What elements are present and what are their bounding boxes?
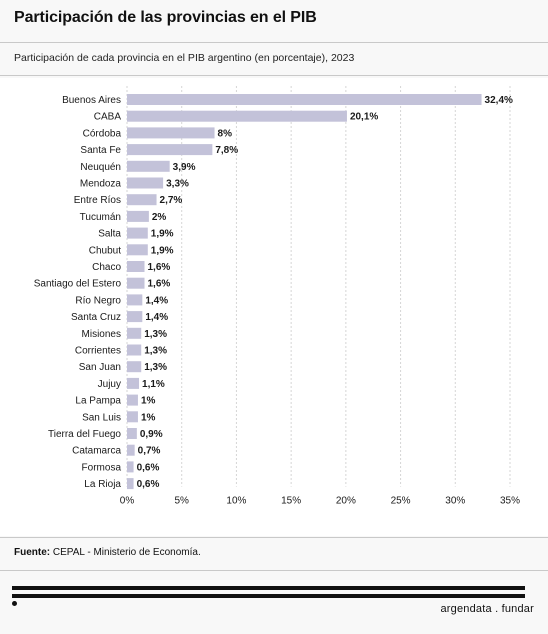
value-label: 1%	[141, 396, 156, 407]
bar	[127, 210, 149, 222]
source-text: CEPAL - Ministerio de Economía.	[52, 547, 201, 558]
value-label: 1,1%	[142, 379, 165, 390]
bar-chart: 0% 5% 10% 15% 20% 25% 30% 35% Buenos Aires 32,4% C…	[34, 86, 520, 507]
brand-stripe	[12, 586, 525, 590]
divider	[0, 570, 548, 571]
x-tick-label: 35%	[500, 496, 520, 507]
value-label: 1,3%	[144, 362, 167, 373]
category-label: San Luis	[82, 412, 121, 423]
category-label: Salta	[98, 229, 121, 240]
category-label: Jujuy	[98, 379, 121, 390]
value-label: 0,6%	[137, 462, 160, 473]
chart-subtitle: Participación de cada provincia en el PI…	[14, 52, 355, 64]
category-label: San Juan	[79, 362, 121, 373]
value-label: 7,8%	[215, 145, 238, 156]
bar	[127, 294, 143, 306]
category-label: Formosa	[82, 462, 122, 473]
x-tick-label: 5%	[174, 496, 189, 507]
value-label: 1,3%	[144, 346, 167, 357]
x-tick-label: 10%	[226, 496, 246, 507]
bar	[127, 277, 145, 289]
category-label: Tierra del Fuego	[48, 429, 121, 440]
bar	[127, 361, 142, 373]
bar	[127, 144, 213, 156]
brand-stripe	[12, 594, 525, 598]
value-label: 1,9%	[151, 229, 174, 240]
brand-logo: argendata . fundar	[440, 603, 534, 615]
category-label: Río Negro	[75, 295, 121, 306]
bar	[127, 394, 138, 406]
category-label: La Rioja	[84, 479, 121, 490]
bar	[127, 478, 134, 490]
bar	[127, 428, 137, 439]
category-label: Chaco	[92, 262, 121, 273]
bar	[127, 177, 164, 189]
category-label: Tucumán	[80, 212, 121, 223]
value-label: 0,7%	[138, 446, 161, 457]
x-tick-label: 25%	[391, 496, 411, 507]
x-tick-label: 15%	[281, 496, 301, 507]
x-tick-label: 20%	[336, 496, 356, 507]
x-tick-label: 0%	[120, 496, 135, 507]
divider	[0, 75, 548, 76]
category-label: Catamarca	[72, 446, 121, 457]
bar	[127, 461, 134, 473]
value-label: 1,6%	[148, 262, 171, 273]
chart-area: 0% 5% 10% 15% 20% 25% 30% 35% Buenos Aires 32,4% C…	[0, 78, 548, 536]
value-label: 8%	[218, 128, 233, 139]
bar	[127, 377, 140, 389]
category-label: Misiones	[82, 329, 121, 340]
category-label: Santa Cruz	[71, 312, 121, 323]
category-label: Corrientes	[75, 346, 121, 357]
bar	[127, 194, 157, 206]
bar	[127, 127, 215, 139]
value-label: 1,9%	[151, 245, 174, 256]
value-label: 1,6%	[148, 279, 171, 290]
value-label: 2,7%	[160, 195, 183, 206]
category-label: Chubut	[89, 245, 121, 256]
bar	[127, 244, 148, 256]
category-label: Córdoba	[83, 128, 122, 139]
value-label: 1,4%	[145, 312, 168, 323]
bar	[127, 94, 482, 105]
divider	[0, 42, 548, 43]
bar	[127, 411, 138, 423]
category-label: Santiago del Estero	[34, 279, 122, 290]
category-label: Mendoza	[80, 179, 122, 190]
source-note: Fuente: CEPAL - Ministerio de Economía.	[14, 547, 201, 558]
source-label: Fuente:	[14, 547, 51, 558]
bar	[127, 227, 148, 239]
category-label: Neuquén	[80, 162, 121, 173]
value-label: 3,3%	[166, 179, 189, 190]
value-label: 1,3%	[144, 329, 167, 340]
bar	[127, 327, 142, 339]
value-label: 1%	[141, 412, 156, 423]
x-tick-label: 30%	[445, 496, 465, 507]
bar	[127, 311, 143, 323]
bar	[127, 110, 347, 122]
value-label: 0,6%	[137, 479, 160, 490]
bar	[127, 261, 145, 272]
value-label: 20,1%	[350, 112, 378, 123]
category-label: Santa Fe	[80, 145, 121, 156]
brand-dot	[12, 601, 17, 606]
value-label: 32,4%	[485, 95, 513, 106]
page-title: Participación de las provincias en el PI…	[14, 9, 317, 26]
bar	[127, 444, 135, 456]
divider	[0, 537, 548, 538]
value-label: 1,4%	[145, 295, 168, 306]
bar	[127, 344, 142, 356]
category-label: Buenos Aires	[62, 95, 121, 106]
bar	[127, 160, 170, 172]
value-label: 2%	[152, 212, 167, 223]
category-label: La Pampa	[75, 396, 121, 407]
value-label: 0,9%	[140, 429, 163, 440]
value-label: 3,9%	[173, 162, 196, 173]
category-label: Entre Ríos	[74, 195, 121, 206]
category-label: CABA	[94, 112, 122, 123]
